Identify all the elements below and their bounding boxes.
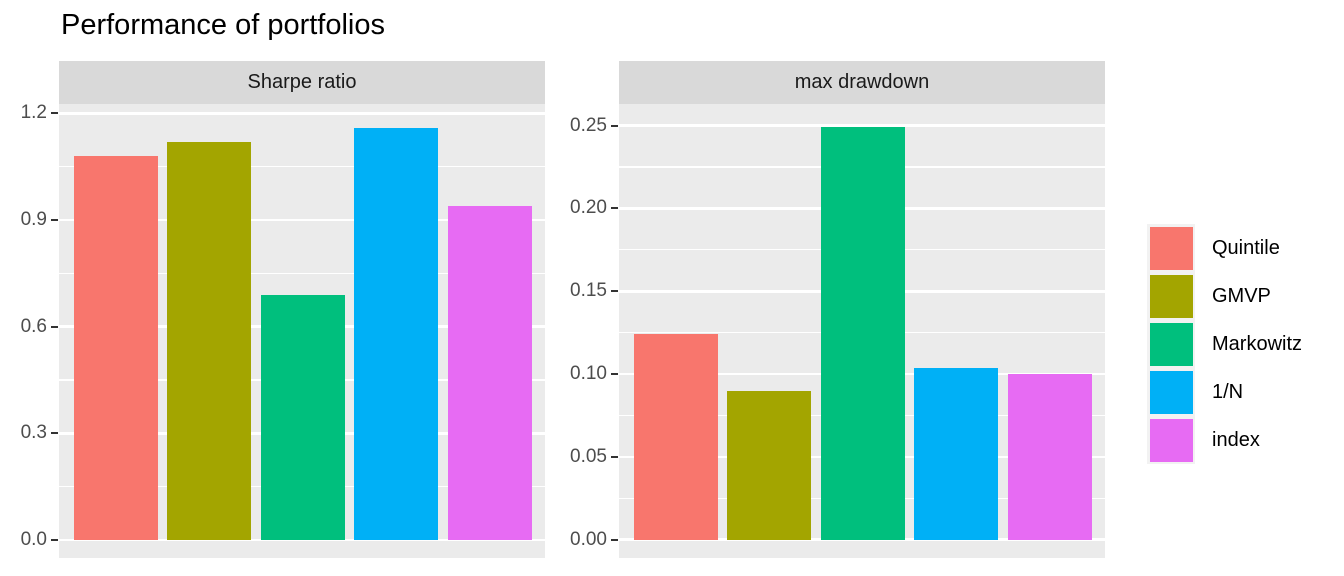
y-tick-label: 1.2 [20, 102, 47, 124]
facet-strip-label: max drawdown [794, 71, 930, 93]
y-tick-label: 0.25 [570, 114, 607, 136]
sharpe-ratio-bar-index [448, 205, 532, 540]
y-tick-label: 0.10 [570, 363, 607, 385]
legend-color-swatch [1149, 274, 1193, 318]
legend-item-label: Markowitz [1212, 332, 1303, 355]
y-tick-label: 0.05 [570, 445, 607, 467]
y-tick-mark [611, 538, 618, 541]
y-tick-mark [611, 207, 618, 210]
facet-strip-max-drawdown: max drawdown [619, 61, 1105, 104]
legend-key [1147, 320, 1195, 368]
sharpe-ratio-bar-quintile [73, 155, 158, 540]
y-tick-label: 0.15 [570, 280, 607, 302]
sharpe-ratio-bar-gmvp [167, 141, 252, 540]
grid-major-line [59, 218, 545, 222]
max-drawdown-bar-index [1008, 374, 1092, 540]
max-drawdown-bar-1-n [914, 367, 999, 540]
legend-key [1147, 368, 1195, 416]
y-tick-label: 0.00 [570, 528, 607, 550]
legend-item-index: index [1147, 416, 1302, 464]
max-drawdown-bar-gmvp [727, 390, 812, 540]
legend-item-1-n: 1/N [1147, 368, 1302, 416]
sharpe-ratio-bar-1-n [354, 127, 439, 540]
legend-key [1147, 272, 1195, 320]
grid-major-line [59, 538, 545, 542]
y-tick-mark [51, 432, 58, 435]
legend-item-gmvp: GMVP [1147, 272, 1302, 320]
y-tick-label: 0.9 [20, 208, 47, 230]
y-tick-label: 0.0 [20, 528, 47, 550]
legend-color-swatch [1149, 226, 1193, 270]
y-tick-label: 0.3 [20, 422, 47, 444]
grid-major-line [619, 538, 1105, 542]
legend-item-label: 1/N [1212, 380, 1244, 403]
max-drawdown-bar-quintile [633, 334, 718, 540]
legend-color-swatch [1149, 322, 1193, 366]
facet-strip-sharpe-ratio: Sharpe ratio [59, 61, 545, 104]
legend-item-quintile: Quintile [1147, 224, 1302, 272]
facet-panel-max-drawdown [619, 104, 1105, 558]
legend-color-swatch [1149, 418, 1193, 462]
y-tick-mark [51, 218, 58, 221]
y-tick-mark [51, 112, 58, 115]
facet-panel-sharpe-ratio [59, 104, 545, 558]
y-tick-mark [611, 455, 618, 458]
legend-item-label: index [1212, 428, 1260, 451]
grid-major-line [619, 124, 1105, 127]
chart-title: Performance of portfolios [61, 9, 385, 41]
grid-minor-line [59, 272, 545, 274]
y-tick-mark [51, 325, 58, 328]
y-tick-mark [611, 124, 618, 127]
legend: Quintile GMVP Markowitz 1/N index [1147, 224, 1302, 464]
y-tick-mark [51, 538, 58, 541]
legend-item-label: Quintile [1212, 236, 1280, 259]
grid-major-line [59, 111, 545, 115]
legend-item-label: GMVP [1212, 284, 1271, 307]
legend-key [1147, 416, 1195, 464]
max-drawdown-bar-markowitz [820, 127, 905, 540]
y-tick-label: 0.6 [20, 315, 47, 337]
legend-color-swatch [1149, 370, 1193, 414]
sharpe-ratio-bar-markowitz [260, 294, 345, 540]
y-tick-label: 0.20 [570, 197, 607, 219]
legend-key [1147, 224, 1195, 272]
facet-strip-label: Sharpe ratio [247, 71, 357, 93]
grid-minor-line [59, 165, 545, 168]
y-tick-mark [611, 373, 618, 376]
legend-item-markowitz: Markowitz [1147, 320, 1302, 368]
y-tick-mark [611, 290, 618, 293]
